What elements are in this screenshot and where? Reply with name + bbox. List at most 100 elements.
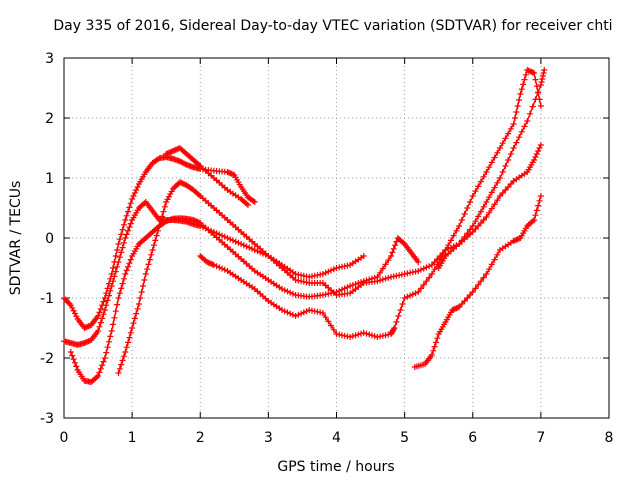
data-point xyxy=(105,292,112,299)
data-point xyxy=(330,266,337,273)
data-point xyxy=(160,208,167,215)
data-point xyxy=(95,373,102,379)
data-point xyxy=(130,193,137,199)
data-point xyxy=(118,361,125,368)
data-point xyxy=(93,374,100,381)
data-point xyxy=(537,103,544,109)
data-point xyxy=(517,91,524,97)
data-point xyxy=(526,68,533,75)
data-point xyxy=(368,332,375,339)
data-point xyxy=(480,173,487,180)
data-point xyxy=(137,295,144,301)
data-point xyxy=(507,181,514,187)
data-point xyxy=(480,217,487,223)
data-point xyxy=(155,156,162,163)
data-point xyxy=(371,333,378,340)
data-point xyxy=(499,169,506,175)
data-point xyxy=(118,231,125,238)
chart-title: Day 335 of 2016, Sidereal Day-to-day VTE… xyxy=(53,18,612,34)
data-point xyxy=(210,262,217,268)
data-point xyxy=(497,193,503,199)
data-point xyxy=(122,271,129,277)
data-point xyxy=(112,253,119,259)
data-point xyxy=(114,301,121,308)
data-point xyxy=(122,235,129,241)
data-point xyxy=(195,191,202,198)
data-point xyxy=(126,260,133,267)
data-point xyxy=(518,128,525,135)
data-point xyxy=(70,356,77,363)
data-point xyxy=(494,149,501,156)
data-point xyxy=(100,298,107,305)
data-point xyxy=(292,313,299,319)
data-point xyxy=(107,333,114,340)
data-point xyxy=(391,325,398,331)
series-trace xyxy=(438,144,542,269)
data-point xyxy=(322,314,329,321)
series-satellite-track-8 xyxy=(163,145,251,208)
data-point xyxy=(118,285,125,292)
data-point xyxy=(382,275,389,282)
data-point xyxy=(521,76,528,83)
data-point xyxy=(100,358,107,365)
data-point xyxy=(385,274,392,281)
data-point xyxy=(377,269,384,276)
data-point xyxy=(499,140,506,147)
data-point xyxy=(483,214,490,220)
data-point xyxy=(129,196,136,202)
data-point xyxy=(118,249,125,256)
series-satellite-track-6 xyxy=(411,193,544,370)
data-point xyxy=(279,307,285,313)
data-point xyxy=(531,157,538,163)
data-point xyxy=(134,184,141,190)
data-point xyxy=(170,185,176,192)
data-point xyxy=(325,318,332,325)
data-point xyxy=(522,71,529,78)
data-point xyxy=(161,203,168,210)
data-point xyxy=(464,295,471,301)
data-point xyxy=(219,265,226,272)
data-point xyxy=(172,183,179,190)
data-point xyxy=(349,282,356,289)
data-point xyxy=(133,187,140,193)
data-point xyxy=(347,283,354,289)
data-point xyxy=(513,139,520,146)
data-point xyxy=(379,276,386,283)
data-point xyxy=(397,307,404,313)
data-point xyxy=(115,259,122,265)
data-point xyxy=(108,283,115,289)
data-point xyxy=(103,349,110,356)
data-point xyxy=(532,154,539,160)
data-point xyxy=(224,235,231,241)
data-point xyxy=(232,238,239,245)
data-point xyxy=(409,291,416,298)
data-point xyxy=(111,314,118,321)
data-point xyxy=(379,265,386,272)
data-point xyxy=(407,292,414,299)
data-point xyxy=(174,181,181,188)
data-point xyxy=(126,334,133,341)
y-tick-label: -1 xyxy=(40,291,54,307)
data-point xyxy=(420,281,427,288)
data-point xyxy=(514,103,521,109)
data-point xyxy=(475,183,482,190)
data-point xyxy=(240,242,247,249)
data-point xyxy=(303,308,310,315)
data-point xyxy=(289,311,296,318)
data-point xyxy=(434,261,441,268)
data-point xyxy=(420,265,427,272)
data-point xyxy=(97,319,104,326)
y-tick-label: 3 xyxy=(45,51,54,67)
data-point xyxy=(114,247,121,253)
data-point xyxy=(123,231,130,238)
data-point xyxy=(486,194,493,201)
data-point xyxy=(499,190,506,196)
data-point xyxy=(120,221,127,228)
data-point xyxy=(95,328,102,334)
data-point xyxy=(431,343,438,350)
data-point xyxy=(251,247,258,253)
data-point xyxy=(494,251,501,258)
data-point xyxy=(126,204,133,211)
data-point xyxy=(134,305,141,312)
